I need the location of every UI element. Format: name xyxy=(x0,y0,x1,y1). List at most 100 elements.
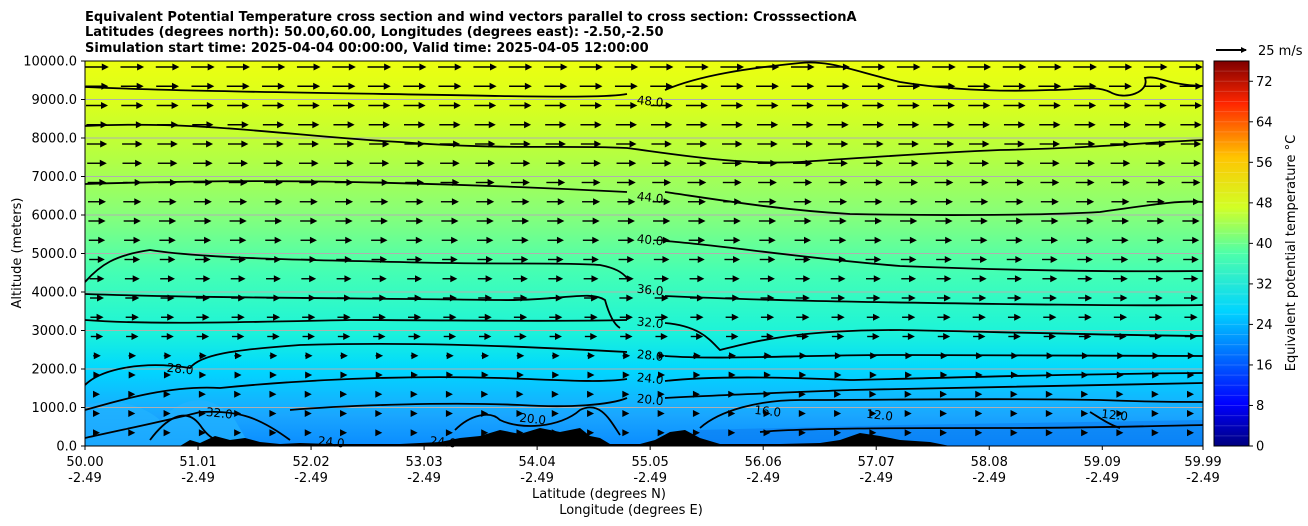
wind-vector xyxy=(128,352,137,360)
wind-vector xyxy=(618,236,635,244)
wind-vector xyxy=(617,217,635,225)
wind-vector xyxy=(402,63,427,71)
wind-vector xyxy=(476,236,494,244)
wind-vector xyxy=(865,275,881,283)
wind-vector xyxy=(933,121,955,129)
wind-vector xyxy=(1148,275,1164,283)
wind-vector xyxy=(1074,102,1097,109)
wind-vector xyxy=(509,121,532,129)
wind-vector xyxy=(1151,390,1159,398)
wind-vector xyxy=(798,410,806,417)
wind-vector xyxy=(690,333,704,340)
wind-vector xyxy=(264,198,283,206)
wind-vector xyxy=(442,275,458,283)
wind-vector xyxy=(1147,256,1164,263)
wind-vector xyxy=(580,102,603,109)
wind-vector xyxy=(975,371,983,379)
y-tick-label: 2000.0 xyxy=(32,363,78,378)
wind-vector xyxy=(1113,275,1128,283)
wind-vector xyxy=(689,256,705,263)
x-tick-label-lon: -2.49 xyxy=(972,471,1006,486)
wind-vector xyxy=(299,179,319,186)
wind-vector xyxy=(1076,236,1094,244)
wind-vector xyxy=(582,236,600,244)
contour-24 xyxy=(85,372,1203,411)
wind-vector xyxy=(226,82,250,90)
wind-vector xyxy=(863,179,883,186)
wind-vector xyxy=(124,275,140,283)
wind-vector xyxy=(898,121,920,129)
wind-vector xyxy=(1180,140,1202,148)
wind-vector xyxy=(622,410,630,417)
wind-vector xyxy=(88,217,106,225)
terrain xyxy=(180,428,950,446)
wind-vector xyxy=(1073,82,1097,90)
wind-vector xyxy=(619,313,633,321)
wind-vector xyxy=(1073,63,1097,71)
wind-vector xyxy=(340,410,348,417)
wind-vector xyxy=(1116,429,1124,437)
wind-vector xyxy=(549,333,562,340)
wind-vector xyxy=(1046,371,1054,379)
wind-vector xyxy=(551,390,559,398)
wind-vector xyxy=(584,294,599,302)
wind-vector xyxy=(1038,102,1061,109)
wind-vector xyxy=(124,256,141,263)
wind-vector xyxy=(231,333,245,340)
x-tick-label-lon: -2.49 xyxy=(1085,471,1119,486)
contour-label-text: 48.0 xyxy=(636,93,664,110)
wind-vector xyxy=(763,410,771,417)
wind-vector xyxy=(551,410,559,417)
wind-vector xyxy=(830,275,846,283)
wind-vector xyxy=(867,333,880,340)
wind-vector xyxy=(724,256,741,263)
wind-vector xyxy=(227,121,249,129)
wind-vector xyxy=(508,63,533,71)
wind-vector xyxy=(657,410,665,417)
contour-label: 48.0 xyxy=(636,93,664,110)
wind-vector xyxy=(263,159,284,167)
wind-vector xyxy=(1116,371,1124,379)
wind-vector xyxy=(1081,371,1089,379)
wind-vector xyxy=(757,140,778,148)
wind-vector xyxy=(827,102,850,109)
wind-vector xyxy=(1042,256,1058,263)
wind-vector xyxy=(269,410,277,417)
wind-vector xyxy=(796,333,810,340)
wind-vector xyxy=(297,82,321,90)
wind-vector xyxy=(407,275,423,283)
wind-vector xyxy=(371,236,388,244)
wind-vector xyxy=(722,159,743,167)
y-tick-label: 3000.0 xyxy=(32,324,78,339)
wind-vector xyxy=(300,256,317,263)
wind-vector xyxy=(123,217,141,225)
wind-vector xyxy=(899,198,918,206)
wind-vector xyxy=(693,352,701,360)
wind-vector xyxy=(651,159,672,167)
wind-vector xyxy=(296,63,321,71)
wind-vector xyxy=(936,275,952,283)
wind-vector xyxy=(863,159,884,167)
wind-vector xyxy=(123,198,142,206)
wind-vector xyxy=(1152,371,1160,379)
wind-vector xyxy=(1003,121,1026,129)
wind-vector xyxy=(545,121,567,129)
x-tick-label-lon: -2.49 xyxy=(859,471,893,486)
wind-vector xyxy=(688,217,706,225)
wind-vector xyxy=(654,275,670,283)
wind-vector xyxy=(163,352,172,360)
wind-vector xyxy=(510,140,531,148)
wind-vector xyxy=(617,198,636,206)
wind-vector xyxy=(88,198,106,206)
wind-vector xyxy=(438,102,461,109)
wind-vector xyxy=(1078,333,1092,340)
gridlines xyxy=(85,99,1203,408)
wind-vector xyxy=(229,236,247,244)
wind-vector xyxy=(1005,198,1024,206)
wind-vector xyxy=(1187,429,1194,437)
wind-vector xyxy=(439,121,461,129)
wind-vector xyxy=(194,236,212,244)
contour-label-text: 28.0 xyxy=(636,347,664,364)
x-tick-label-lon: -2.49 xyxy=(520,471,554,486)
wind-vector xyxy=(724,236,741,244)
